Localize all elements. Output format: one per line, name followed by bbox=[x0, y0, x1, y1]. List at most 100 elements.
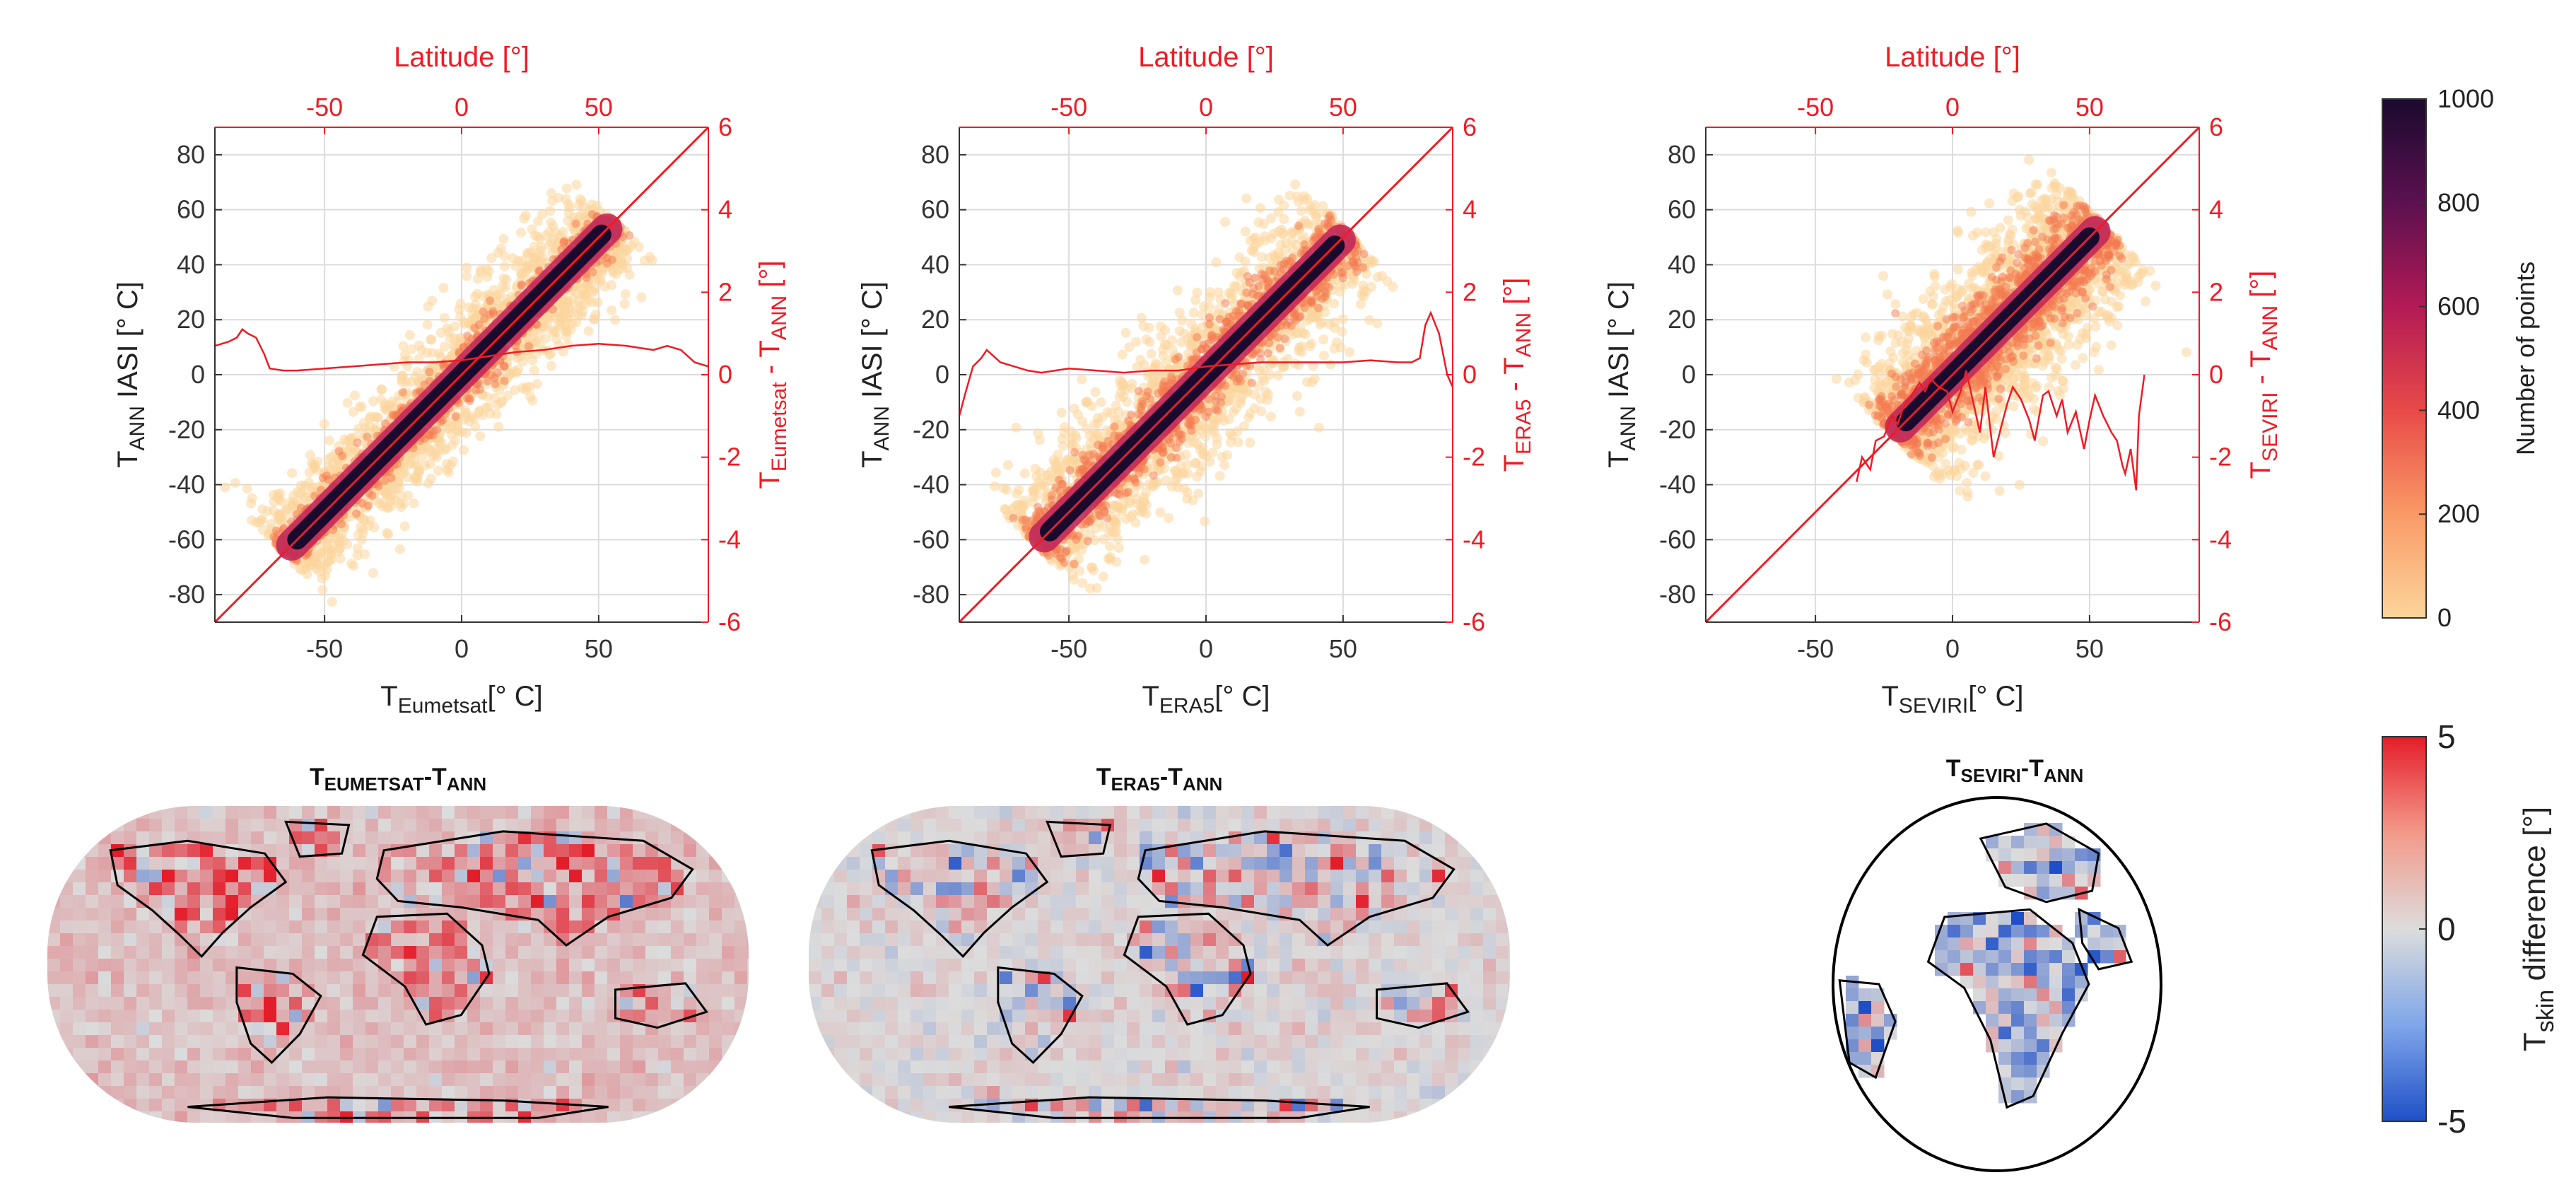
density-point bbox=[470, 323, 479, 332]
density-point bbox=[1042, 470, 1053, 481]
x-tick-label: 0 bbox=[455, 634, 469, 663]
density-point bbox=[425, 459, 435, 469]
density-point bbox=[1294, 407, 1305, 417]
density-point bbox=[353, 438, 362, 448]
density-point bbox=[1130, 337, 1141, 347]
density-point bbox=[580, 298, 590, 309]
density-point bbox=[435, 327, 446, 338]
density-point bbox=[428, 431, 438, 440]
density-point bbox=[394, 544, 405, 554]
y-tick-label: 80 bbox=[177, 140, 205, 169]
density-point bbox=[1256, 252, 1267, 262]
density-point bbox=[538, 253, 549, 264]
density-point bbox=[455, 298, 466, 309]
density-point bbox=[1106, 408, 1117, 419]
density-point bbox=[1097, 412, 1108, 423]
density-point bbox=[1296, 206, 1306, 216]
density-point bbox=[1284, 190, 1295, 201]
x-tick-label: -50 bbox=[306, 634, 343, 663]
density-point bbox=[1056, 407, 1067, 418]
density-point bbox=[587, 199, 597, 210]
density-point bbox=[364, 501, 373, 510]
density-point bbox=[561, 183, 572, 194]
density-point bbox=[547, 196, 558, 206]
density-point bbox=[1292, 390, 1302, 401]
density-point bbox=[496, 398, 506, 409]
right-axis-label: TEumetsat - TANN [°] bbox=[754, 260, 791, 489]
density-point bbox=[1027, 484, 1038, 495]
density-point bbox=[271, 526, 281, 535]
top-tick-label: -50 bbox=[306, 93, 343, 122]
density-point bbox=[368, 491, 377, 500]
density-point bbox=[1183, 334, 1193, 344]
density-point bbox=[1161, 340, 1171, 351]
density-point bbox=[268, 505, 279, 516]
density-point bbox=[1019, 468, 1030, 479]
density-point bbox=[1290, 179, 1301, 189]
density-point bbox=[319, 419, 329, 429]
density-point bbox=[404, 330, 415, 341]
density-point bbox=[1302, 377, 1313, 387]
density-point bbox=[322, 471, 331, 480]
y-tick-label: -80 bbox=[168, 580, 205, 609]
density-point bbox=[1192, 287, 1202, 298]
top-tick-label: 0 bbox=[455, 93, 469, 122]
density-point bbox=[486, 296, 495, 305]
density-point bbox=[431, 443, 441, 454]
density-point bbox=[1182, 487, 1193, 498]
density-point bbox=[1090, 387, 1101, 397]
density-point bbox=[439, 312, 450, 323]
density-point bbox=[1012, 489, 1022, 499]
density-point bbox=[356, 402, 367, 412]
density-point bbox=[257, 525, 268, 535]
density-point bbox=[527, 355, 538, 366]
density-point bbox=[620, 289, 631, 300]
density-point bbox=[1262, 394, 1272, 405]
density-point bbox=[324, 436, 334, 446]
density-point bbox=[1193, 489, 1204, 499]
density-point bbox=[587, 210, 597, 219]
density-point bbox=[517, 280, 526, 289]
y-tick-label: 60 bbox=[177, 195, 205, 224]
density-point bbox=[1372, 318, 1383, 329]
density-point bbox=[1002, 484, 1012, 495]
density-point bbox=[498, 233, 509, 244]
density-point bbox=[493, 421, 504, 432]
density-point bbox=[527, 395, 538, 406]
y-tick-label: -40 bbox=[168, 470, 205, 499]
density-point bbox=[1146, 349, 1157, 359]
density-point bbox=[1087, 562, 1097, 573]
density-point bbox=[1164, 513, 1174, 523]
density-point bbox=[475, 267, 486, 278]
density-point bbox=[498, 281, 508, 291]
density-point bbox=[416, 452, 427, 462]
density-point bbox=[399, 521, 410, 532]
density-point bbox=[463, 331, 472, 340]
density-point bbox=[409, 498, 419, 508]
density-point bbox=[508, 253, 518, 264]
density-point bbox=[634, 242, 645, 252]
density-point bbox=[1156, 331, 1166, 341]
density-point bbox=[567, 318, 578, 329]
density-point bbox=[1003, 460, 1014, 470]
density-point bbox=[230, 478, 240, 489]
density-point bbox=[1318, 351, 1329, 361]
density-point bbox=[398, 387, 407, 397]
y-tick-label: 40 bbox=[177, 250, 205, 279]
density-point bbox=[990, 467, 1001, 478]
density-point bbox=[1377, 271, 1388, 281]
density-point bbox=[1272, 370, 1283, 381]
density-point bbox=[1050, 464, 1061, 474]
density-point bbox=[459, 445, 469, 455]
density-point bbox=[352, 543, 363, 554]
density-point bbox=[550, 227, 561, 238]
right-tick-label: -4 bbox=[718, 525, 741, 554]
density-point bbox=[349, 561, 359, 571]
density-point bbox=[1141, 508, 1152, 519]
density-point bbox=[522, 261, 532, 271]
density-point bbox=[1120, 327, 1131, 338]
density-point bbox=[352, 550, 363, 561]
density-point bbox=[493, 247, 503, 258]
density-point bbox=[484, 402, 494, 412]
